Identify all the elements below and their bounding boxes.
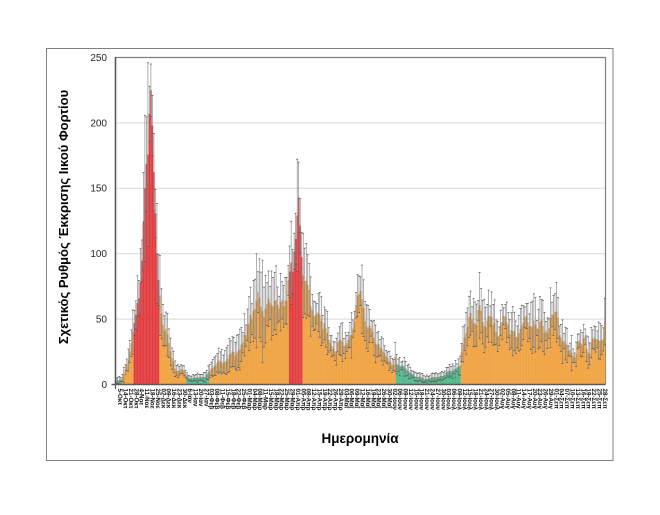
svg-text:25-Νοε: 25-Νοε <box>154 389 161 409</box>
svg-text:23-Αυγ: 23-Αυγ <box>536 389 543 410</box>
svg-text:08-Φεβ: 08-Φεβ <box>213 389 220 410</box>
svg-text:16-Σεπ: 16-Σεπ <box>579 389 586 410</box>
svg-text:05-Αυγ: 05-Αυγ <box>504 389 511 410</box>
svg-text:11-Φεβ: 11-Φεβ <box>219 389 226 410</box>
svg-text:6-Ιαν: 6-Ιαν <box>186 389 193 404</box>
svg-text:01-Μαρ: 01-Μαρ <box>245 389 252 411</box>
svg-text:Σχετικός Ρυθμός Έκκρισης Ιικού: Σχετικός Ρυθμός Έκκρισης Ιικού Φορτίου <box>56 89 71 344</box>
svg-text:23-Μαΐ: 23-Μαΐ <box>375 389 382 409</box>
svg-text:Ημερομηνία: Ημερομηνία <box>321 431 399 446</box>
svg-text:09-Μαΐ: 09-Μαΐ <box>353 389 360 409</box>
svg-text:24-Ιουλ: 24-Ιουλ <box>482 389 489 411</box>
svg-text:11-Μαρ: 11-Μαρ <box>262 389 269 411</box>
svg-text:15-Απρ: 15-Απρ <box>315 389 322 411</box>
svg-text:24-Ιουν: 24-Ιουν <box>429 389 436 411</box>
svg-text:19-Απρ: 19-Απρ <box>321 389 328 411</box>
svg-text:26-Απρ: 26-Απρ <box>332 389 339 411</box>
svg-text:25-Μαρ: 25-Μαρ <box>283 389 290 411</box>
svg-text:27-Ιαν: 27-Ιαν <box>202 389 209 407</box>
svg-text:12-Μαΐ: 12-Μαΐ <box>359 389 366 409</box>
svg-text:23-Δεκ: 23-Δεκ <box>175 389 182 409</box>
svg-text:06-Ιουλ: 06-Ιουλ <box>450 389 457 411</box>
svg-text:27-Ιουν: 27-Ιουν <box>434 389 441 411</box>
svg-text:16-Μαΐ: 16-Μαΐ <box>364 389 371 409</box>
svg-text:26-Αυγ: 26-Αυγ <box>542 389 549 410</box>
svg-text:26-Μαΐ: 26-Μαΐ <box>380 389 387 409</box>
svg-text:10-Σεπ: 10-Σεπ <box>569 389 576 410</box>
svg-text:20-Αυγ: 20-Αυγ <box>531 389 538 410</box>
svg-text:19-Σεπ: 19-Σεπ <box>585 389 592 410</box>
svg-text:28-Σεπ: 28-Σεπ <box>601 389 608 410</box>
svg-text:13-Ιαν: 13-Ιαν <box>192 389 199 407</box>
svg-text:07-Σεπ: 07-Σεπ <box>563 389 570 410</box>
svg-text:12-Απρ: 12-Απρ <box>310 389 317 411</box>
svg-text:03-Ιουλ: 03-Ιουλ <box>445 389 452 411</box>
svg-text:16-Δεκ: 16-Δεκ <box>170 389 177 409</box>
svg-text:11-Νοε: 11-Νοε <box>143 389 150 409</box>
svg-text:15-Φεβ: 15-Φεβ <box>224 389 231 410</box>
svg-text:05-Απρ: 05-Απρ <box>299 389 306 411</box>
svg-text:01-Σεπ: 01-Σεπ <box>552 389 559 410</box>
svg-text:18-Μαρ: 18-Μαρ <box>272 389 279 411</box>
svg-text:100: 100 <box>90 249 107 260</box>
svg-text:30-Μαΐ: 30-Μαΐ <box>385 389 392 409</box>
svg-text:18-Φεβ: 18-Φεβ <box>229 389 236 410</box>
svg-text:06-Ιουν: 06-Ιουν <box>396 389 403 411</box>
svg-text:25-Φεβ: 25-Φεβ <box>240 389 247 410</box>
svg-text:27-Ιουλ: 27-Ιουλ <box>488 389 495 411</box>
svg-text:30-Δεκ: 30-Δεκ <box>181 389 188 409</box>
svg-text:12-Ιουν: 12-Ιουν <box>407 389 414 411</box>
svg-text:02-Ιουν: 02-Ιουν <box>391 389 398 411</box>
svg-text:200: 200 <box>90 118 107 129</box>
svg-text:21-Ιουλ: 21-Ιουλ <box>477 389 484 411</box>
svg-text:13-Σεπ: 13-Σεπ <box>574 389 581 410</box>
svg-text:01-Απρ: 01-Απρ <box>294 389 301 411</box>
svg-text:29-Μαρ: 29-Μαρ <box>289 389 296 411</box>
svg-text:03-Φεβ: 03-Φεβ <box>208 389 215 410</box>
svg-text:25-Σεπ: 25-Σεπ <box>595 389 602 410</box>
svg-text:22-Μαρ: 22-Μαρ <box>278 389 285 411</box>
svg-text:20-Ιαν: 20-Ιαν <box>197 389 204 407</box>
svg-text:29-Αυγ: 29-Αυγ <box>547 389 554 410</box>
svg-text:15-Ιουν: 15-Ιουν <box>412 389 419 411</box>
svg-text:22-Σεπ: 22-Σεπ <box>590 389 597 410</box>
svg-text:04-Σεπ: 04-Σεπ <box>558 389 565 410</box>
svg-text:18-Ιουλ: 18-Ιουλ <box>472 389 479 411</box>
svg-text:5-Οκτ: 5-Οκτ <box>116 389 123 406</box>
svg-text:30-Ιουλ: 30-Ιουλ <box>493 389 500 411</box>
svg-text:08-Μαρ: 08-Μαρ <box>256 389 263 411</box>
svg-text:21-Ιουν: 21-Ιουν <box>423 389 430 411</box>
svg-text:150: 150 <box>90 184 107 195</box>
svg-text:50: 50 <box>96 315 108 326</box>
svg-text:19-Μαΐ: 19-Μαΐ <box>369 389 376 409</box>
svg-text:29-Απρ: 29-Απρ <box>337 389 344 411</box>
svg-text:14-Αυγ: 14-Αυγ <box>520 389 527 410</box>
svg-text:04-Μαρ: 04-Μαρ <box>251 389 258 411</box>
svg-text:12-Ιουλ: 12-Ιουλ <box>461 389 468 411</box>
svg-text:250: 250 <box>90 53 107 64</box>
svg-text:28-Οκτ: 28-Οκτ <box>132 389 139 409</box>
svg-text:17-Αυγ: 17-Αυγ <box>525 389 532 410</box>
svg-text:14-Οκτ: 14-Οκτ <box>122 389 129 409</box>
svg-text:18-Νοε: 18-Νοε <box>149 389 156 409</box>
svg-text:08-Αυγ: 08-Αυγ <box>509 389 516 410</box>
svg-text:15-Μαρ: 15-Μαρ <box>267 389 274 411</box>
svg-text:08-Απρ: 08-Απρ <box>305 389 312 411</box>
svg-text:09-Ιουλ: 09-Ιουλ <box>455 389 462 411</box>
svg-text:22-Απρ: 22-Απρ <box>326 389 333 411</box>
svg-text:11-Αυγ: 11-Αυγ <box>515 389 522 410</box>
svg-text:30-Ιουν: 30-Ιουν <box>439 389 446 411</box>
svg-text:15-Ιουλ: 15-Ιουλ <box>466 389 473 411</box>
svg-text:18-Ιουν: 18-Ιουν <box>418 389 425 411</box>
svg-text:0: 0 <box>101 380 107 391</box>
svg-text:4-Νοε: 4-Νοε <box>138 389 145 406</box>
svg-text:09-Δεκ: 09-Δεκ <box>165 389 172 409</box>
svg-text:06-Μαΐ: 06-Μαΐ <box>348 389 355 409</box>
svg-text:02-Αυγ: 02-Αυγ <box>499 389 506 410</box>
svg-text:22-Φεβ: 22-Φεβ <box>235 389 242 410</box>
svg-text:02-Δεκ: 02-Δεκ <box>159 389 166 409</box>
svg-text:03-Μαΐ: 03-Μαΐ <box>342 389 349 409</box>
svg-text:21-Οκτ: 21-Οκτ <box>127 389 134 409</box>
svg-text:09-Ιουν: 09-Ιουν <box>402 389 409 411</box>
